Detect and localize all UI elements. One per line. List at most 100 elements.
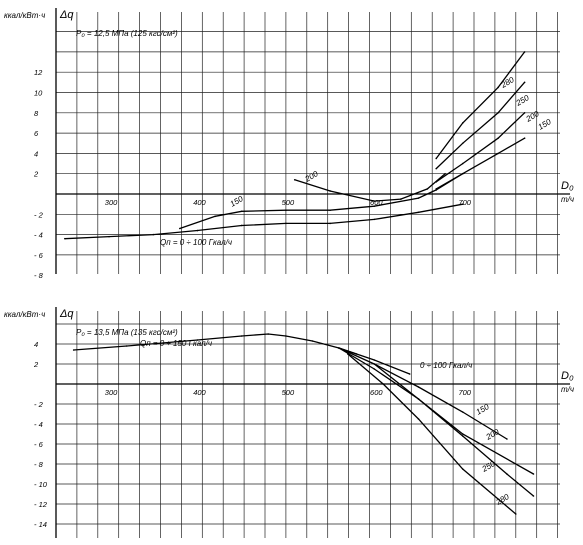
series-line-2: [179, 173, 464, 230]
data-point: [108, 235, 110, 238]
series-label-6: 280: [494, 492, 511, 507]
x-axis-symbol: D₀: [561, 180, 574, 192]
x-tick-label: 300: [105, 198, 118, 207]
data-point: [461, 122, 464, 124]
data-point: [461, 142, 464, 145]
data-point: [214, 215, 216, 218]
data-point: [417, 211, 420, 214]
y-tick-label: 4: [34, 340, 38, 349]
data-point: [497, 112, 499, 114]
y-tick-label: 8: [34, 109, 39, 118]
data-point: [532, 495, 535, 497]
y-axis-unit: ккал/кВт·ч: [4, 11, 45, 20]
data-point: [523, 51, 526, 53]
y-tick-label: - 2: [34, 400, 44, 409]
data-point: [523, 81, 526, 84]
data-point: [373, 200, 376, 202]
x-axis-unit: т/ч: [561, 195, 574, 204]
data-point: [293, 178, 296, 181]
data-point: [523, 137, 526, 139]
data-point: [240, 210, 243, 213]
data-point: [240, 335, 243, 337]
x-tick-label: 500: [282, 198, 295, 207]
y-tick-label: 10: [34, 89, 43, 98]
series-label-7: 280: [499, 75, 516, 90]
chart-panel-2: [55, 307, 570, 538]
x-tick-label: 400: [193, 198, 206, 207]
data-point: [382, 383, 384, 385]
data-point: [152, 233, 155, 236]
chart-panel-1: [55, 8, 570, 274]
y-axis-unit: ккал/кВт·ч: [4, 310, 45, 319]
data-point: [497, 152, 499, 155]
y-tick-label: 4: [34, 149, 38, 158]
data-point: [338, 347, 340, 349]
series-line-1: [64, 203, 463, 240]
data-point: [196, 339, 199, 341]
data-point: [373, 363, 376, 365]
data-point: [514, 513, 517, 515]
y-axis-symbol: Δq: [59, 308, 74, 320]
series-label-2: 150: [229, 194, 246, 209]
data-point: [506, 473, 508, 475]
data-point: [346, 353, 349, 355]
series-label-6: 250: [514, 93, 531, 108]
series-line-2: [338, 347, 410, 375]
x-axis-symbol: D₀: [561, 370, 574, 382]
series-label-2: 0 ÷ 100 Гкал/ч: [420, 361, 472, 370]
x-tick-label: 700: [458, 198, 471, 207]
data-point: [532, 473, 535, 475]
data-point: [461, 411, 464, 413]
data-point: [125, 345, 128, 347]
x-tick-label: 300: [105, 388, 118, 397]
series-label-1: Qп = 0 ÷ 100 Гкал/ч: [160, 238, 232, 247]
series-line-3: [294, 173, 446, 202]
data-point: [417, 418, 420, 420]
data-point: [285, 335, 287, 337]
data-point: [240, 224, 243, 227]
series-label-3: 200: [303, 169, 320, 184]
data-point: [178, 227, 181, 230]
x-tick-label: 700: [458, 388, 471, 397]
y-tick-label: - 6: [34, 251, 44, 260]
data-point: [373, 359, 376, 361]
series-label-4: 200: [484, 427, 501, 442]
data-point: [435, 188, 438, 190]
data-point: [497, 86, 499, 89]
data-point: [329, 209, 331, 212]
data-point: [196, 229, 199, 232]
data-point: [461, 162, 464, 165]
data-point: [64, 237, 66, 240]
data-point: [461, 172, 464, 175]
data-point: [373, 205, 376, 207]
data-point: [444, 172, 446, 175]
data-point: [408, 373, 411, 375]
data-point: [435, 157, 438, 160]
chart-title: P₀ = 12,5 МПа (125 кгс/см²): [76, 29, 178, 38]
data-point: [506, 438, 508, 440]
data-point: [72, 349, 75, 351]
data-point: [417, 398, 420, 400]
data-point: [329, 190, 331, 192]
data-point: [461, 468, 464, 470]
data-point: [373, 368, 376, 370]
data-point: [461, 203, 464, 205]
data-point: [285, 209, 287, 212]
series-label-5: 250: [480, 459, 497, 474]
y-tick-label: - 4: [34, 231, 43, 240]
x-tick-label: 600: [370, 198, 383, 207]
x-tick-label: 400: [193, 388, 206, 397]
series-label-4: 150: [537, 117, 554, 132]
data-point: [435, 181, 438, 183]
y-tick-label: - 8: [34, 460, 44, 469]
y-tick-label: - 2: [34, 210, 44, 219]
y-tick-label: - 4: [34, 420, 43, 429]
data-point: [329, 222, 331, 225]
data-point: [435, 167, 438, 170]
series-line-7: [435, 51, 526, 159]
series-line-4: [435, 137, 525, 190]
data-point: [417, 197, 420, 199]
data-point: [373, 218, 376, 221]
